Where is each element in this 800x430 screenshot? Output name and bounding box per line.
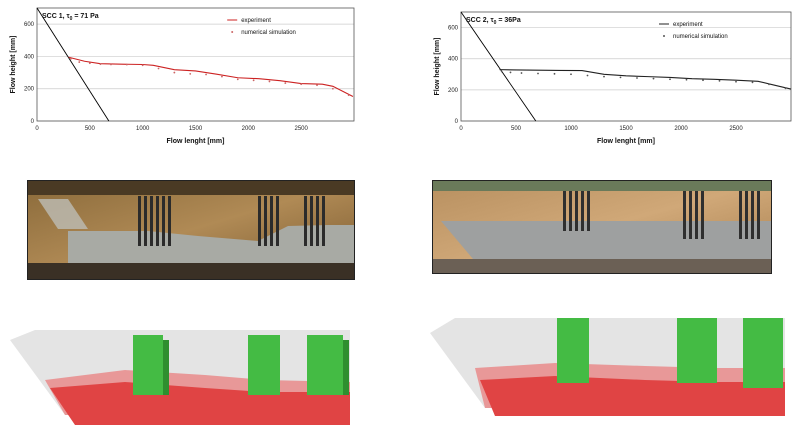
series-point: [157, 67, 160, 70]
experiment-photo-right: [432, 180, 772, 274]
series-point: [78, 61, 81, 63]
series-point: [751, 81, 754, 84]
series-point: [316, 84, 318, 87]
series-point: [520, 72, 523, 74]
series-point: [331, 87, 334, 90]
x-tick-label: 500: [511, 126, 522, 132]
x-tick-label: 2000: [242, 126, 256, 132]
legend-swatch: [231, 31, 234, 33]
series-point: [603, 75, 605, 78]
chart-scc2: 0 500 1000 1500 2000 2500 0 200 400 600 Flow lengh…: [434, 11, 792, 145]
series-point: [205, 73, 207, 76]
legend-label: numerical simulation: [673, 34, 728, 40]
series-point: [268, 80, 271, 83]
y-tick-label: 600: [24, 22, 35, 28]
series-point: [347, 94, 350, 97]
series-point: [768, 83, 770, 86]
series-point: [221, 75, 223, 78]
simulation-render-left: [10, 330, 350, 425]
y-axis-label: Flow height [mm]: [10, 36, 17, 94]
series-point: [537, 72, 539, 75]
series-point: [141, 64, 144, 67]
series-line: [36, 7, 110, 122]
series-point: [110, 63, 112, 66]
x-tick-label: 1500: [189, 126, 203, 132]
series-point: [685, 78, 688, 81]
series-point: [702, 79, 704, 82]
x-tick-label: 1000: [136, 126, 150, 132]
plot-frame: [36, 7, 355, 122]
series-point: [88, 62, 91, 65]
x-tick-label: 1500: [619, 126, 633, 132]
legend-swatch: [663, 35, 665, 37]
x-tick-label: 1000: [564, 126, 578, 132]
legend-label: experiment: [673, 22, 703, 28]
chart-title: SCC 1, τ0 = 71 Pa: [42, 13, 99, 22]
series-line: [68, 56, 354, 97]
series-point: [735, 80, 737, 83]
series-point: [718, 79, 721, 82]
experiment-photo-left: [27, 180, 355, 280]
y-tick-label: 200: [24, 87, 35, 93]
x-axis-label: Flow lenght [mm]: [167, 138, 225, 145]
series-point: [669, 78, 671, 81]
series-point: [99, 63, 102, 66]
series-point: [173, 71, 176, 74]
series-point: [652, 77, 655, 80]
y-tick-label: 200: [448, 88, 459, 94]
plot-frame: [460, 11, 792, 122]
series-point: [284, 82, 287, 84]
simulation-render-right: [430, 318, 785, 416]
y-tick-label: 400: [448, 57, 459, 63]
series-point: [300, 83, 303, 86]
series-point: [586, 74, 589, 77]
x-tick-label: 0: [35, 126, 39, 132]
series-point: [500, 70, 503, 73]
y-tick-label: 600: [448, 26, 459, 32]
y-tick-label: 0: [31, 119, 35, 125]
series-point: [636, 77, 638, 79]
x-tick-label: 2000: [674, 126, 688, 132]
series-point: [619, 76, 622, 79]
legend-label: experiment: [241, 18, 271, 24]
series-point: [509, 71, 512, 74]
x-tick-label: 2500: [294, 126, 308, 132]
legend-label: numerical simulation: [241, 30, 296, 36]
series-point: [784, 87, 787, 90]
series-point: [69, 57, 72, 60]
y-axis-label: Flow height [mm]: [434, 38, 441, 96]
series-point: [236, 78, 239, 81]
x-tick-label: 0: [459, 126, 463, 132]
series-line: [460, 11, 537, 122]
series-line: [499, 69, 792, 90]
series-point: [252, 79, 255, 82]
y-tick-label: 400: [24, 54, 35, 60]
x-tick-label: 500: [85, 126, 96, 132]
x-tick-label: 2500: [729, 126, 743, 132]
series-point: [125, 63, 128, 66]
series-point: [189, 72, 192, 75]
chart-scc1: 0 500 1000 1500 2000 2500 0 200 400 600 Flow lengh…: [10, 7, 355, 145]
series-point: [570, 73, 572, 76]
x-axis-label: Flow lenght [mm]: [597, 138, 655, 145]
y-tick-label: 0: [455, 119, 459, 125]
series-point: [553, 72, 556, 75]
chart-title: SCC 2, τ0 = 36Pa: [466, 17, 521, 26]
